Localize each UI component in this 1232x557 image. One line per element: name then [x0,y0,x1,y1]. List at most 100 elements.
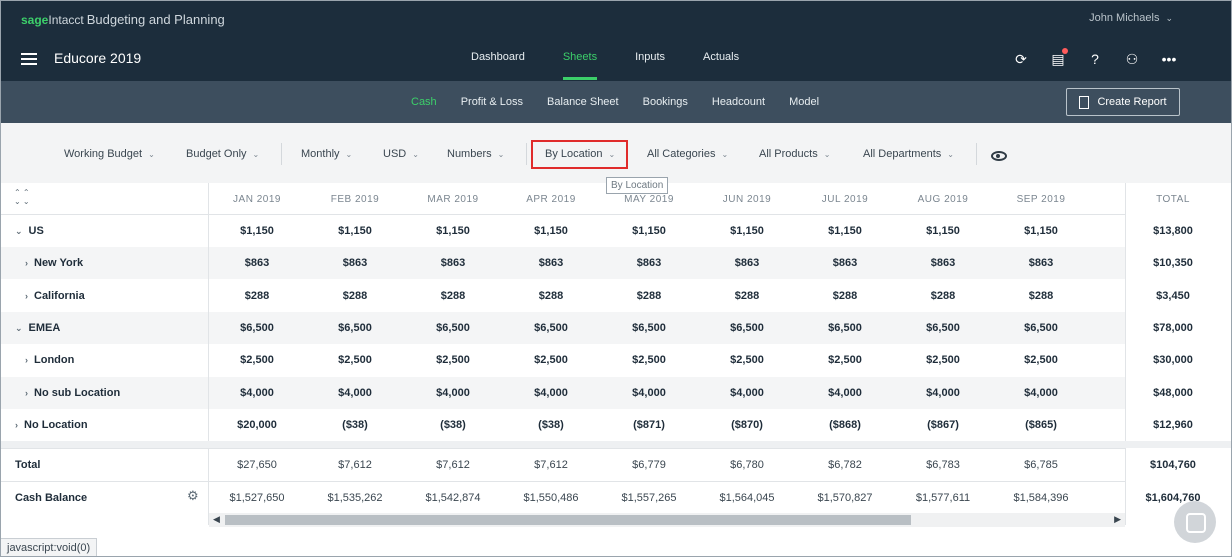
table-cell[interactable]: ($867) [927,418,959,431]
filter-departments[interactable]: All Departments ⌄ [863,148,954,160]
table-cell[interactable]: ($38) [538,418,564,431]
row-label[interactable]: › California [25,289,85,302]
table-cell[interactable]: $288 [734,289,760,302]
table-cell[interactable]: $1,150 [730,225,764,237]
table-cell[interactable]: $2,500 [436,354,470,367]
table-cell[interactable]: $7,612 [338,459,372,471]
expand-collapse-icon[interactable]: ⌃ ⌃ ⌄ ⌄ [14,188,30,206]
table-cell[interactable]: $863 [734,257,760,270]
table-cell[interactable]: $863 [244,257,270,270]
table-cell[interactable]: $1,150 [828,225,862,237]
scroll-left-icon[interactable]: ◀ [213,514,220,524]
table-cell[interactable]: $2,500 [828,354,862,367]
table-cell[interactable]: $4,000 [828,386,862,399]
table-cell[interactable]: $2,500 [730,354,764,367]
table-cell[interactable]: $288 [538,289,564,302]
table-cell[interactable]: $6,785 [1024,459,1058,471]
help-icon[interactable]: ? [1091,51,1099,67]
table-cell[interactable]: $863 [1028,257,1054,270]
table-cell[interactable]: $2,500 [1024,354,1058,367]
chevron-right-icon[interactable]: › [15,419,18,430]
tab-model[interactable]: Model [789,96,820,108]
filter-currency[interactable]: USD ⌄ [383,148,419,160]
table-cell[interactable]: $4,000 [338,386,372,399]
table-cell[interactable]: ($868) [829,418,861,431]
table-cell[interactable]: $2,500 [632,354,666,367]
table-cell[interactable]: $2,500 [240,354,274,367]
table-cell[interactable]: $1,570,827 [817,491,873,504]
filter-version[interactable]: Working Budget ⌄ [64,148,155,160]
table-cell[interactable]: $863 [636,257,662,270]
table-cell[interactable]: $1,150 [338,225,372,237]
table-cell[interactable]: $4,000 [240,386,274,399]
table-cell[interactable]: $1,527,650 [229,491,285,504]
table-cell[interactable]: $4,000 [534,386,568,399]
table-cell[interactable]: $6,500 [1024,321,1058,334]
chevron-right-icon[interactable]: › [25,387,28,398]
table-cell[interactable]: $6,783 [926,459,960,471]
table-cell[interactable]: $863 [440,257,466,270]
eye-icon[interactable] [991,151,1007,161]
table-cell[interactable]: ($871) [633,418,665,431]
table-cell[interactable]: $288 [244,289,270,302]
row-label[interactable]: ⌄ EMEA [15,321,61,334]
nav-tab-sheets[interactable]: Sheets [562,51,598,81]
table-cell[interactable]: $288 [1028,289,1054,302]
filter-display-format[interactable]: Numbers ⌄ [447,148,505,160]
table-cell[interactable]: $1,535,262 [327,491,383,504]
table-cell[interactable]: $6,500 [730,321,764,334]
filter-budget-type[interactable]: Budget Only ⌄ [186,148,260,160]
table-cell[interactable]: $1,542,874 [425,491,481,504]
table-cell[interactable]: $1,584,396 [1013,491,1069,504]
table-cell[interactable]: $7,612 [436,459,470,471]
table-cell[interactable]: $6,782 [828,459,862,471]
chevron-right-icon[interactable]: › [25,258,28,269]
table-cell[interactable]: $2,500 [534,354,568,367]
table-cell[interactable]: $288 [440,289,466,302]
filter-products[interactable]: All Products ⌄ [759,148,831,160]
table-cell[interactable]: $1,564,045 [719,491,775,504]
tab-balance-sheet[interactable]: Balance Sheet [547,96,619,108]
table-cell[interactable]: $1,577,611 [915,491,971,504]
user-menu[interactable]: John Michaels ⌄ [1089,12,1173,24]
nav-tab-inputs[interactable]: Inputs [635,51,666,63]
row-label[interactable]: ⌄ US [15,225,44,237]
table-cell[interactable]: $1,150 [1024,225,1058,237]
nav-tab-actuals[interactable]: Actuals [703,51,740,63]
table-cell[interactable]: $20,000 [237,418,277,431]
chevron-down-icon[interactable]: ⌄ [15,226,23,236]
table-cell[interactable]: ($870) [731,418,763,431]
filter-categories[interactable]: All Categories ⌄ [647,148,729,160]
table-cell[interactable]: $1,557,265 [621,491,677,504]
chevron-down-icon[interactable]: ⌄ [15,322,23,333]
row-label[interactable]: › London [25,354,75,367]
filter-period[interactable]: Monthly ⌄ [301,148,353,160]
table-cell[interactable]: $1,150 [632,225,666,237]
table-cell[interactable]: $863 [342,257,368,270]
table-cell[interactable]: $2,500 [338,354,372,367]
chevron-right-icon[interactable]: › [25,290,28,301]
chat-icon[interactable] [1174,501,1216,543]
table-cell[interactable]: $6,500 [338,321,372,334]
horizontal-scrollbar[interactable]: ◀ ▶ [209,513,1125,527]
table-cell[interactable]: $4,000 [1024,386,1058,399]
table-cell[interactable]: ($38) [342,418,368,431]
table-cell[interactable]: $6,780 [730,459,764,471]
tab-cash[interactable]: Cash [411,96,437,108]
create-report-button[interactable]: Create Report [1066,88,1180,116]
table-cell[interactable]: $863 [930,257,956,270]
tab-bookings[interactable]: Bookings [642,96,688,108]
table-cell[interactable]: $6,779 [632,459,666,471]
chevron-right-icon[interactable]: › [25,355,28,366]
hamburger-menu-icon[interactable] [21,53,37,65]
gear-icon[interactable]: ⚙ [187,488,199,503]
row-label[interactable]: › New York [25,257,84,270]
table-cell[interactable]: $863 [538,257,564,270]
table-cell[interactable]: $288 [930,289,956,302]
table-cell[interactable]: $1,150 [436,225,470,237]
clipboard-icon[interactable]: ▤ [1048,48,1068,68]
table-cell[interactable]: $4,000 [730,386,764,399]
scroll-right-icon[interactable]: ▶ [1114,514,1121,524]
table-cell[interactable]: $6,500 [436,321,470,334]
table-cell[interactable]: $288 [342,289,368,302]
